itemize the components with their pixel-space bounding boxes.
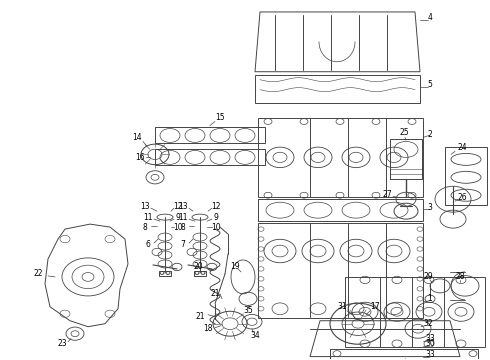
Text: 3: 3 bbox=[428, 203, 433, 212]
Bar bbox=[155, 149, 265, 165]
Bar bbox=[155, 127, 265, 143]
Text: 29: 29 bbox=[423, 273, 433, 282]
Text: 8: 8 bbox=[143, 222, 147, 231]
Text: 34: 34 bbox=[250, 331, 260, 340]
Text: 28: 28 bbox=[455, 273, 465, 282]
Text: 24: 24 bbox=[457, 143, 467, 152]
Text: 23: 23 bbox=[57, 339, 67, 348]
Bar bbox=[390, 139, 422, 179]
Text: 35: 35 bbox=[243, 306, 253, 315]
Text: 20: 20 bbox=[193, 262, 203, 271]
Text: 10: 10 bbox=[173, 222, 183, 231]
Text: 13: 13 bbox=[140, 202, 150, 211]
Bar bbox=[330, 348, 478, 360]
Text: 16: 16 bbox=[135, 153, 145, 162]
Text: 7: 7 bbox=[180, 239, 185, 248]
Bar bbox=[258, 199, 423, 221]
Text: 9: 9 bbox=[175, 213, 180, 222]
Text: 25: 25 bbox=[399, 128, 409, 137]
Text: 10: 10 bbox=[211, 222, 221, 231]
Text: 11: 11 bbox=[178, 213, 188, 222]
Text: 21: 21 bbox=[210, 289, 220, 298]
Text: 12: 12 bbox=[211, 202, 221, 211]
Text: 17: 17 bbox=[370, 302, 380, 311]
Text: 18: 18 bbox=[203, 324, 213, 333]
Bar bbox=[445, 147, 487, 205]
Bar bbox=[345, 277, 485, 347]
Bar bbox=[258, 117, 423, 197]
Text: 1: 1 bbox=[428, 294, 432, 303]
Bar bbox=[255, 75, 420, 103]
Text: 4: 4 bbox=[428, 13, 433, 22]
Bar bbox=[159, 271, 171, 276]
Text: 30: 30 bbox=[425, 339, 435, 348]
Bar bbox=[194, 271, 206, 276]
Text: 12: 12 bbox=[173, 202, 183, 211]
Text: 21: 21 bbox=[195, 312, 205, 321]
Text: 26: 26 bbox=[457, 193, 467, 202]
Text: 33: 33 bbox=[425, 334, 435, 343]
Text: 11: 11 bbox=[143, 213, 153, 222]
Text: 13: 13 bbox=[178, 202, 188, 211]
Text: 19: 19 bbox=[230, 262, 240, 271]
Text: 27: 27 bbox=[382, 190, 392, 199]
Text: 5: 5 bbox=[428, 80, 433, 89]
Text: 14: 14 bbox=[132, 133, 142, 142]
Text: 33: 33 bbox=[425, 350, 435, 359]
Text: 9: 9 bbox=[214, 213, 219, 222]
Text: 31: 31 bbox=[337, 302, 347, 311]
Text: 15: 15 bbox=[215, 113, 225, 122]
Text: 32: 32 bbox=[423, 319, 433, 328]
Bar bbox=[258, 223, 423, 318]
Text: 22: 22 bbox=[33, 269, 43, 278]
Text: 2: 2 bbox=[428, 130, 432, 139]
Text: 6: 6 bbox=[146, 239, 150, 248]
Text: 8: 8 bbox=[181, 222, 185, 231]
